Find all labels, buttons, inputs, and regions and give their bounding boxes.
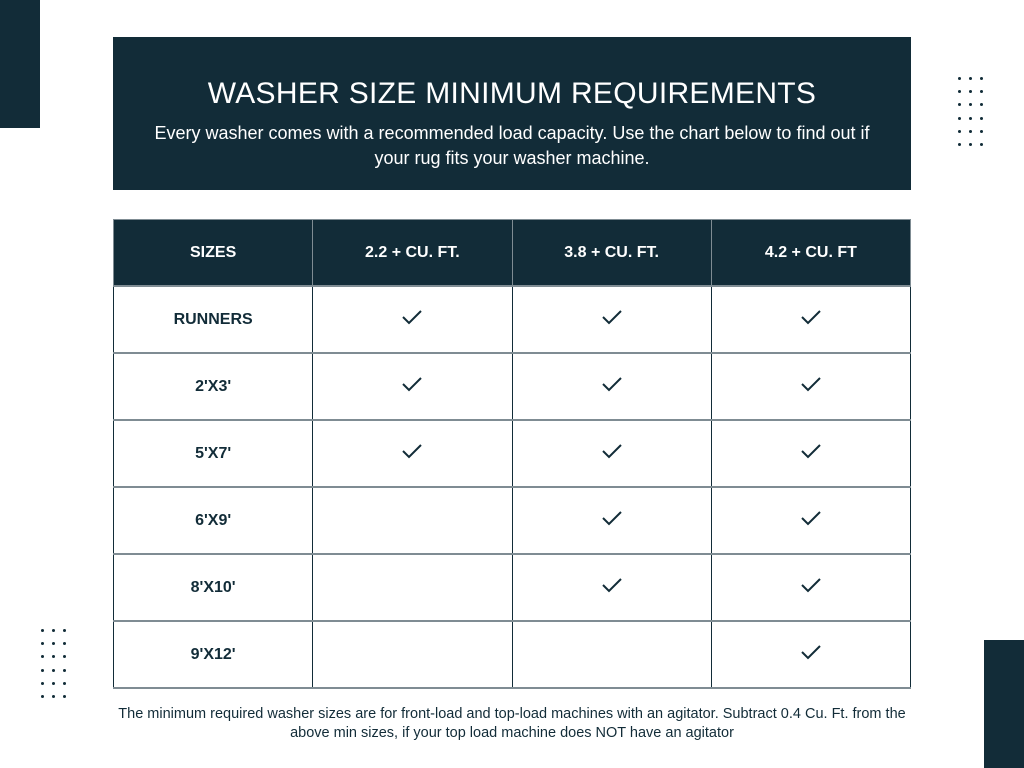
decorative-dot-grid-bottom-left: [41, 629, 74, 708]
size-label: 5'X7': [112, 419, 314, 488]
column-header: SIZES: [112, 219, 314, 287]
dot: [41, 629, 44, 632]
dot: [969, 142, 972, 146]
table-row: 5'X7': [112, 419, 912, 488]
dot: [52, 668, 55, 672]
table-row: 8'X10': [112, 553, 912, 622]
size-label: RUNNERS: [112, 285, 314, 354]
page-subtitle: Every washer comes with a recommended lo…: [154, 123, 870, 168]
dot: [63, 694, 66, 698]
checkmark-icon: [601, 376, 623, 392]
dot: [980, 129, 983, 133]
dot: [52, 642, 55, 646]
dot: [969, 103, 972, 107]
dot: [969, 90, 972, 94]
dot: [980, 116, 983, 120]
capacity-cell: [710, 553, 912, 622]
dot: [958, 142, 961, 146]
checkmark-icon: [401, 309, 423, 325]
dot: [980, 90, 983, 94]
table-header-row: SIZES 2.2 + CU. FT. 3.8 + CU. FT. 4.2 + CU.…: [112, 219, 912, 287]
table-row: 6'X9': [112, 486, 912, 555]
dot: [969, 77, 972, 80]
capacity-cell: [511, 620, 712, 689]
capacity-cell: [312, 553, 513, 622]
capacity-cell: [511, 285, 712, 354]
decorative-bar-bottom-right: [984, 640, 1024, 768]
checkmark-icon: [401, 376, 423, 392]
dot: [980, 77, 983, 80]
capacity-cell: [312, 419, 513, 488]
footnote: The minimum required washer sizes are fo…: [118, 706, 906, 741]
dot: [63, 668, 66, 672]
dot: [52, 629, 55, 632]
dot: [63, 655, 66, 659]
checkmark-icon: [601, 443, 623, 459]
dot: [41, 681, 44, 685]
capacity-cell: [710, 419, 912, 488]
size-label: 6'X9': [112, 486, 314, 555]
dot: [980, 103, 983, 107]
dot: [41, 642, 44, 646]
capacity-cell: [312, 486, 513, 555]
dot: [958, 116, 961, 120]
checkmark-icon: [800, 309, 822, 325]
dot: [63, 629, 66, 632]
dot: [41, 655, 44, 659]
dot: [52, 694, 55, 698]
checkmark-icon: [601, 577, 623, 593]
checkmark-icon: [800, 577, 822, 593]
dot: [958, 129, 961, 133]
capacity-cell: [511, 553, 712, 622]
checkmark-icon: [800, 644, 822, 660]
checkmark-icon: [401, 443, 423, 459]
capacity-cell: [710, 285, 912, 354]
checkmark-icon: [800, 443, 822, 459]
checkmark-icon: [800, 510, 822, 526]
capacity-cell: [511, 352, 712, 421]
capacity-cell: [312, 352, 513, 421]
table-row: RUNNERS: [112, 285, 912, 354]
decorative-bar-top-left: [0, 0, 40, 128]
column-header: 4.2 + CU. FT: [710, 219, 912, 287]
size-label: 8'X10': [112, 553, 314, 622]
capacity-cell: [710, 352, 912, 421]
size-label: 2'X3': [112, 352, 314, 421]
dot: [958, 103, 961, 107]
column-header: 2.2 + CU. FT.: [312, 219, 513, 287]
checkmark-icon: [800, 376, 822, 392]
dot: [63, 681, 66, 685]
dot: [958, 90, 961, 94]
decorative-dot-grid-top-right: [958, 77, 991, 156]
dot: [41, 694, 44, 698]
dot: [969, 116, 972, 120]
checkmark-icon: [601, 510, 623, 526]
column-header: 3.8 + CU. FT.: [511, 219, 712, 287]
table-row: 9'X12': [112, 620, 912, 689]
capacity-cell: [312, 620, 513, 689]
dot: [969, 129, 972, 133]
table-row: 2'X3': [112, 352, 912, 421]
capacity-cell: [710, 486, 912, 555]
capacity-cell: [511, 419, 712, 488]
page-title: WASHER SIZE MINIMUM REQUIREMENTS: [207, 77, 817, 110]
capacity-cell: [710, 620, 912, 689]
capacity-cell: [312, 285, 513, 354]
dot: [41, 668, 44, 672]
dot: [63, 642, 66, 646]
size-label: 9'X12': [112, 620, 314, 689]
dot: [52, 681, 55, 685]
header-banner: WASHER SIZE MINIMUM REQUIREMENTS Every w…: [113, 37, 911, 190]
dot: [52, 655, 55, 659]
checkmark-icon: [601, 309, 623, 325]
dot: [958, 77, 961, 80]
dot: [980, 142, 983, 146]
washer-size-table: SIZES 2.2 + CU. FT. 3.8 + CU. FT. 4.2 + CU.…: [112, 219, 912, 689]
capacity-cell: [511, 486, 712, 555]
